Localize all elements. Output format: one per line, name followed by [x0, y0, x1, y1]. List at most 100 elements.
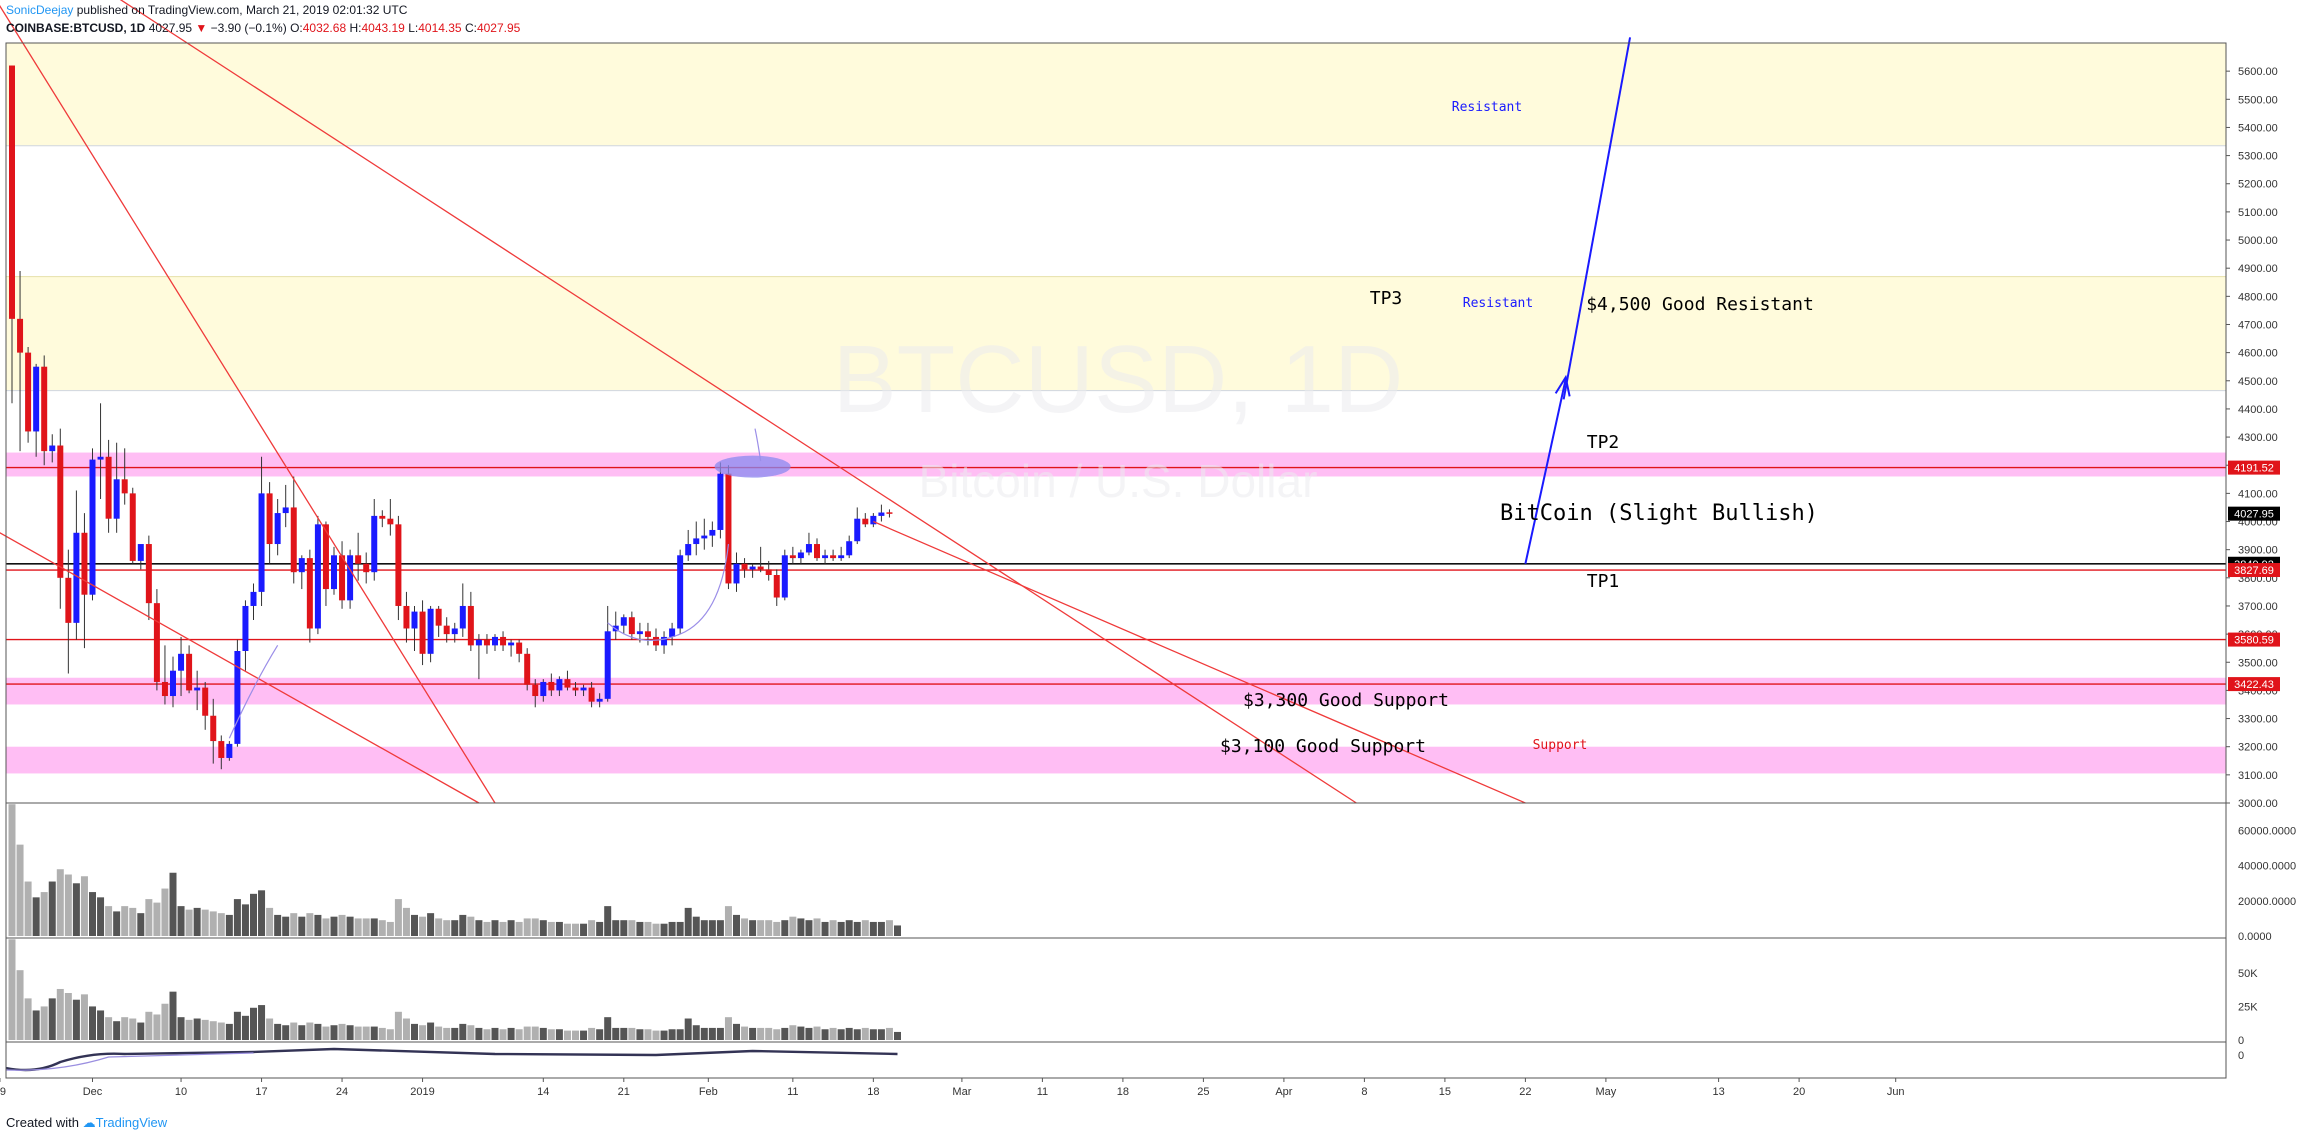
volume-bar — [225, 1023, 233, 1040]
volume-bar — [177, 906, 185, 936]
volume-bar — [572, 923, 579, 936]
candle-body — [339, 555, 346, 601]
volume-bar — [394, 899, 402, 936]
time-tick-label: 25 — [1197, 1086, 1209, 1098]
volume-bar — [64, 874, 72, 936]
volume-bar — [233, 899, 241, 936]
candle-body — [347, 555, 354, 601]
candle — [677, 549, 684, 635]
publish-line: SonicDeejay published on TradingView.com… — [6, 3, 407, 17]
candle-body — [194, 687, 201, 691]
volume-bar — [628, 1027, 636, 1040]
price-tick-label: 4300.00 — [2238, 432, 2278, 444]
annotation-label: TP3 — [1370, 288, 1403, 309]
candle — [129, 487, 136, 564]
volume-bar — [338, 1023, 346, 1040]
volume-bar — [241, 904, 249, 936]
volume2-tick-label: 50K — [2238, 968, 2258, 980]
projection-arrow-2 — [1562, 37, 1632, 400]
volume-bar — [821, 1029, 829, 1040]
candle — [121, 448, 128, 505]
candle-body — [500, 636, 507, 646]
volume-bar — [580, 1030, 588, 1040]
price-badge: 3422.43 — [2228, 677, 2280, 692]
candle — [97, 403, 104, 499]
candle — [73, 490, 80, 640]
candle-body — [210, 715, 217, 742]
author-link[interactable]: SonicDeejay — [6, 3, 74, 17]
candle — [483, 634, 490, 654]
candle — [258, 456, 265, 606]
candle — [467, 591, 474, 651]
candle-body — [218, 741, 225, 758]
volume-bar — [177, 1017, 185, 1040]
volume-bar — [185, 1019, 193, 1040]
cup-curve — [607, 543, 730, 642]
candle-body — [186, 653, 193, 691]
volume-bar — [330, 916, 338, 936]
volume-bar — [805, 920, 813, 936]
volume-bar — [209, 1021, 217, 1040]
candle-body — [274, 513, 281, 545]
volume-bar — [781, 1027, 789, 1040]
candle-body — [314, 524, 321, 629]
candle — [556, 676, 563, 697]
candle — [33, 363, 40, 457]
volume-bar — [266, 907, 274, 936]
volume-bar — [539, 1027, 547, 1040]
time-tick-label: Jun — [1887, 1086, 1905, 1098]
volume-bar — [8, 939, 16, 1040]
volume-bar — [475, 920, 483, 936]
volume-bar — [620, 1027, 628, 1040]
candle-body — [89, 459, 96, 595]
volume-bar — [523, 1026, 531, 1040]
time-tick-label: 20 — [1793, 1086, 1805, 1098]
candle-body — [145, 544, 152, 604]
volume-bar — [370, 918, 378, 936]
annotation-label: TP2 — [1587, 432, 1620, 453]
candle — [830, 549, 837, 561]
candle — [701, 518, 708, 550]
volume-bar — [161, 1003, 169, 1040]
price-axis[interactable]: 5600.00 5500.00 5400.00 5300.00 5200.00 5100.… — [2226, 66, 2296, 1062]
annotation-label: BitCoin (Slight Bullish) — [1500, 501, 1818, 526]
candle — [814, 538, 820, 561]
volume-bar — [741, 918, 749, 936]
volume-bar — [378, 920, 386, 936]
candle-body — [290, 507, 297, 573]
watermark-symbol: BTCUSD, 1D — [833, 326, 1404, 433]
time-tick-label: 10 — [175, 1086, 187, 1098]
candle — [105, 439, 112, 533]
candle-body — [789, 555, 796, 559]
candle — [435, 605, 442, 637]
volume-bar — [72, 883, 80, 936]
volume-tick-label: 60000.0000 — [2238, 826, 2296, 838]
price-zone — [6, 677, 2226, 705]
candle-body — [81, 532, 88, 595]
volume-bar — [708, 920, 716, 936]
candle-body — [451, 628, 458, 635]
price-tick-label: 5200.00 — [2238, 179, 2278, 191]
time-tick-label: 13 — [1712, 1086, 1724, 1098]
volume-bar — [89, 1006, 96, 1040]
price-tick-label: 3700.00 — [2238, 601, 2278, 613]
volume-bar — [40, 892, 48, 936]
volume-bar — [773, 1029, 781, 1040]
candle — [17, 271, 24, 452]
candle-body — [814, 544, 820, 559]
candle-body — [717, 473, 724, 530]
price-badges: 4191.524027.953849.923827.693580.593422.… — [2228, 460, 2280, 692]
time-axis[interactable]: 19 Dec 10 17 24 2019 14 21 Feb 11 18 Mar 11 18 25 Apr 8 1… — [0, 1078, 1905, 1098]
price-tick-label: 4800.00 — [2238, 291, 2278, 303]
candle-body — [355, 555, 362, 564]
candle-body — [57, 445, 64, 578]
candle-body — [797, 552, 804, 559]
volume-bar — [757, 920, 765, 936]
price-tick-label: 4900.00 — [2238, 263, 2278, 275]
candle — [789, 546, 796, 564]
tradingview-link[interactable]: TradingView — [95, 1115, 168, 1130]
volume-bar — [668, 921, 676, 936]
volume-bar — [322, 1026, 330, 1040]
volume-bar — [451, 1027, 459, 1040]
volume-bar — [266, 1018, 274, 1040]
